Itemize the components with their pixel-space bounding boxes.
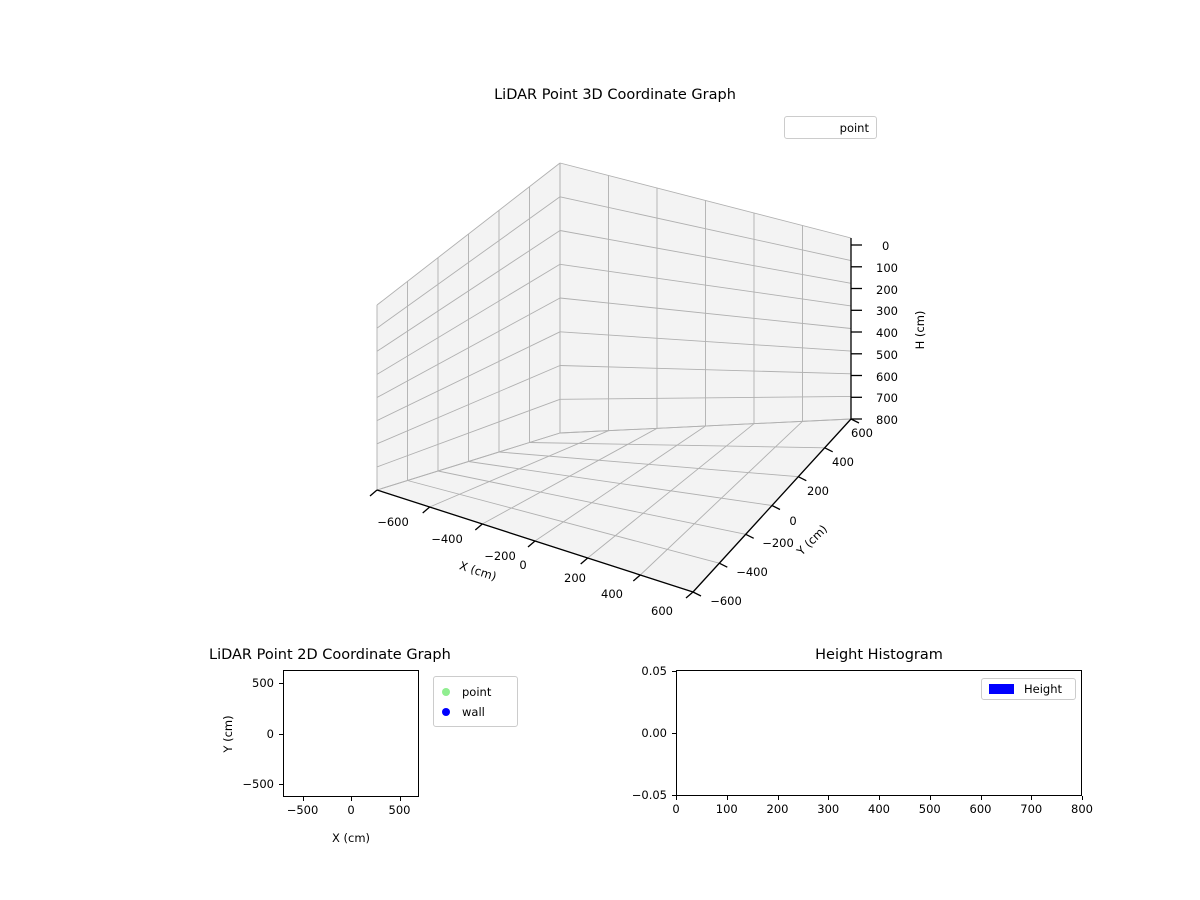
plot2d-ytick [279, 784, 283, 786]
plot3d-xtick-label: −600 [377, 515, 409, 529]
legend-marker-wall [442, 708, 450, 716]
plot3d-ytick-label: 400 [832, 455, 854, 469]
plot2d-axes[interactable] [283, 670, 419, 797]
plot2d-ytick [279, 733, 283, 735]
plot3d-xtick-label: 600 [651, 604, 673, 618]
panel-histogram: Height Histogram 0.05 0.00 −0.05 0 100 2… [600, 630, 1200, 900]
plot2d-title: LiDAR Point 2D Coordinate Graph [209, 647, 451, 663]
plot3d-yaxis-label: Y (cm) [793, 521, 831, 559]
legend-entry-point[interactable]: point [785, 117, 876, 138]
plot2d-ytick-label: −500 [242, 777, 274, 791]
plot3d-ztick-label: 0 [882, 239, 890, 253]
histogram-xtick [879, 796, 881, 800]
legend-entry-point[interactable]: point [442, 682, 509, 702]
plot2d-xtick [399, 797, 401, 801]
histogram-xtick-label: 700 [1020, 802, 1043, 816]
plot2d-xtick-label: −500 [286, 803, 319, 817]
histogram-ytick [672, 733, 676, 735]
histogram-xtick [1082, 796, 1084, 800]
plot3d-ytick-label: 200 [807, 484, 829, 498]
legend-marker-height [989, 684, 1014, 694]
panel-2d-plot: LiDAR Point 2D Coordinate Graph 500 0 −5… [0, 630, 600, 900]
histogram-ytick [672, 795, 676, 797]
plot2d-ytick-label: 0 [266, 726, 274, 741]
plot2d-xtick [351, 797, 353, 801]
histogram-xtick [828, 796, 830, 800]
histogram-xtick-label: 0 [672, 802, 680, 816]
histogram-ytick [672, 671, 676, 673]
histogram-xtick [1031, 796, 1033, 800]
plot2d-xtick-label: 0 [347, 803, 355, 817]
legend-marker-point [442, 688, 450, 696]
legend-label-point: point [462, 685, 492, 699]
histogram-xtick-label: 800 [1071, 802, 1093, 816]
plot3d-ytick-label: −200 [762, 536, 794, 550]
plot2d-legend[interactable]: point wall [433, 676, 518, 727]
histogram-xtick [980, 796, 982, 800]
legend-entry-wall[interactable]: wall [442, 702, 509, 722]
plot2d-xtick-label: 500 [388, 803, 411, 817]
histogram-xtick [929, 796, 931, 800]
histogram-xtick [777, 796, 779, 800]
plot3d-ztick-label: 800 [876, 413, 898, 427]
plot2d-ytick-label: 500 [252, 676, 274, 690]
histogram-legend[interactable]: Height [981, 678, 1076, 700]
plot2d-xtick [302, 797, 304, 801]
plot3d-ztick-label: 500 [876, 348, 898, 362]
plot3d-title: LiDAR Point 3D Coordinate Graph [494, 87, 736, 103]
plot3d-ztick-label: 400 [876, 326, 898, 340]
plot3d-ztick-label: 700 [876, 391, 898, 405]
plot3d-legend[interactable]: point [784, 116, 877, 139]
plot3d-xtick-label: 400 [601, 587, 623, 601]
plot3d-ytick-label: 0 [789, 514, 797, 528]
legend-label-wall: wall [462, 705, 485, 719]
histogram-xtick-label: 600 [969, 802, 992, 816]
histogram-xtick-label: 400 [868, 802, 890, 816]
plot2d-yaxis-label: Y (cm) [221, 714, 235, 753]
histogram-xtick [726, 796, 728, 800]
panel-3d-plot: LiDAR Point 3D Coordinate Graph [369, 87, 927, 618]
plot3d-zaxis-label: H (cm) [913, 310, 927, 350]
plot3d-ztick-label: 100 [876, 261, 898, 275]
plot3d-ztick-label: 200 [876, 283, 898, 297]
histogram-ytick-label: −0.05 [631, 788, 667, 802]
plot3d-ztick-label: 600 [876, 370, 898, 384]
plot3d-ytick-label: −400 [736, 565, 768, 579]
plot3d-ytick-label: 600 [851, 426, 873, 440]
plot3d-xtick-label: −200 [484, 549, 516, 563]
legend-entry-height[interactable]: Height [989, 679, 1068, 699]
plot3d-ytick-label: −600 [710, 594, 742, 608]
plot3d-ztick-label: 300 [876, 304, 898, 318]
plot3d-xtick-label: 200 [564, 571, 586, 585]
histogram-title: Height Histogram [815, 647, 943, 663]
histogram-xtick-label: 200 [766, 802, 789, 816]
plot3d-xtick-label: −400 [431, 532, 463, 546]
plot2d-ytick [279, 683, 283, 685]
histogram-xtick-label: 500 [918, 802, 941, 816]
plot3d-xtick-label: 0 [519, 558, 527, 572]
legend-label-height: Height [1024, 682, 1063, 696]
histogram-xtick-label: 300 [817, 802, 840, 816]
plot2d-xaxis-label: X (cm) [331, 831, 371, 845]
histogram-xtick [676, 796, 678, 800]
histogram-xtick-label: 100 [715, 802, 738, 816]
legend-label-point: point [839, 120, 869, 135]
histogram-ytick-label: 0.00 [641, 726, 667, 740]
histogram-ytick-label: 0.05 [641, 664, 667, 678]
